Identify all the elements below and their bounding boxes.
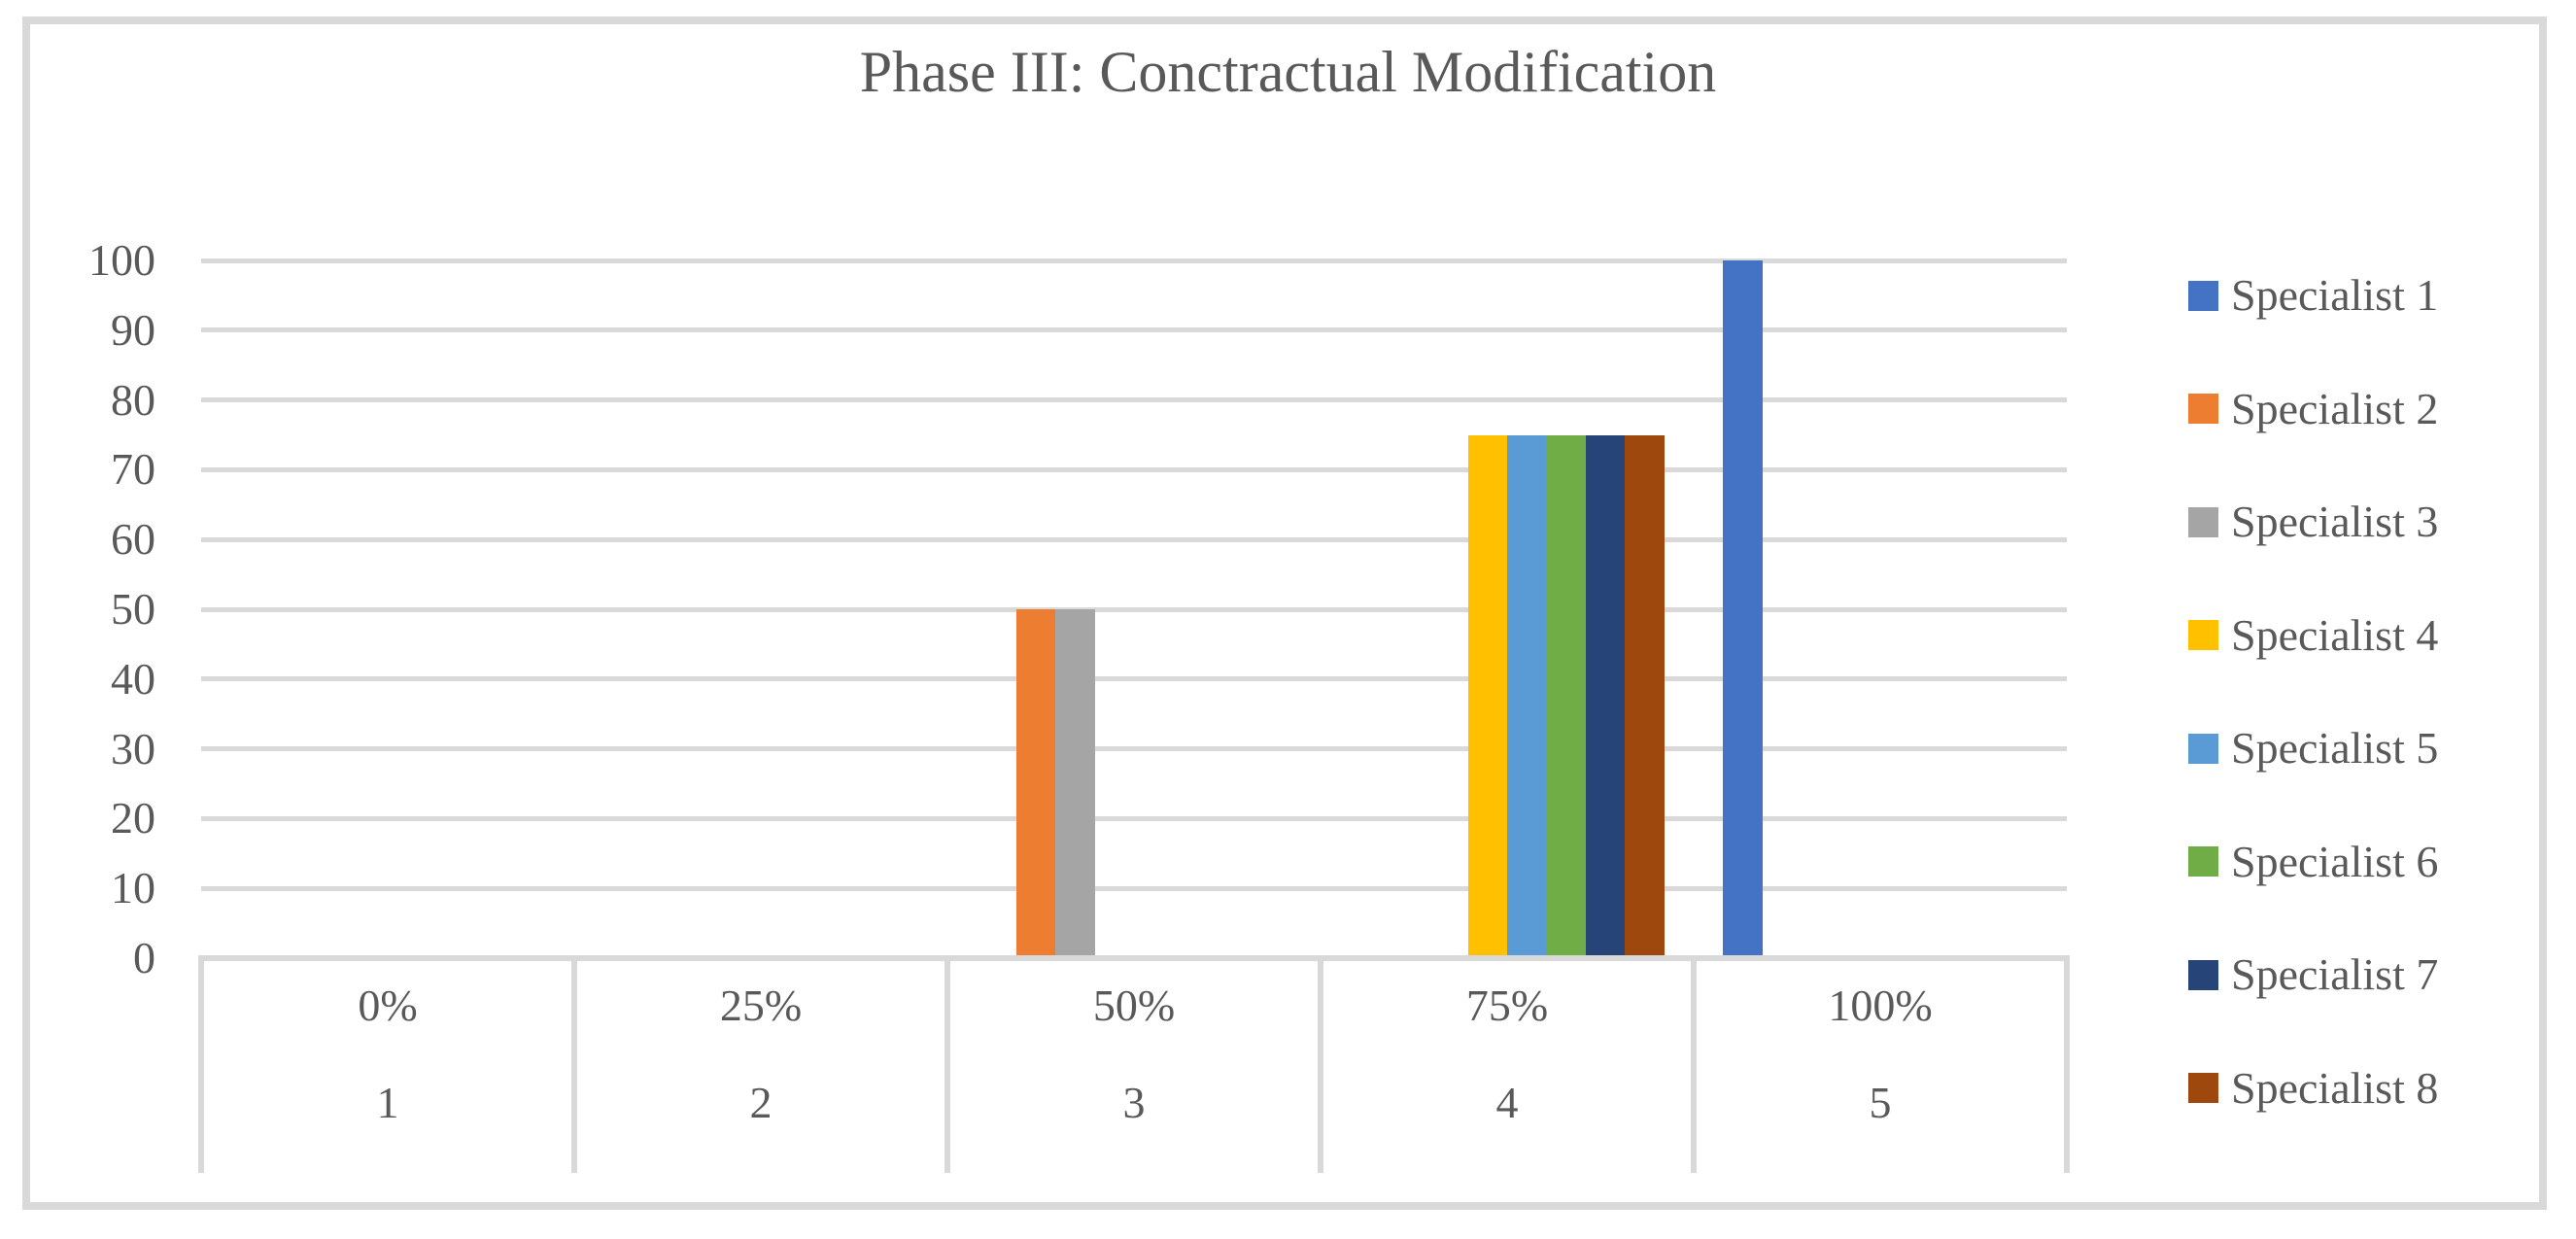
y-axis-label-50: 50 — [111, 584, 155, 634]
y-axis-label-80: 80 — [111, 374, 155, 425]
legend-swatch-specialist-5 — [2188, 733, 2218, 764]
legend-swatch-specialist-2 — [2188, 394, 2218, 424]
gridline-20 — [201, 815, 2067, 821]
x-category-1: 0% 1 — [204, 961, 577, 1173]
y-axis-label-60: 60 — [111, 514, 155, 565]
legend-item-specialist-8: Specialist 8 — [2188, 1062, 2439, 1113]
bar-specialist-3-category-3 — [1055, 609, 1095, 958]
legend-label: Specialist 2 — [2231, 383, 2439, 433]
x-label-percent: 25% — [719, 981, 803, 1030]
gridline-60 — [201, 536, 2067, 542]
y-axis-label-100: 100 — [88, 235, 155, 285]
x-label-percent: 0% — [358, 981, 418, 1030]
legend-item-specialist-2: Specialist 2 — [2188, 383, 2439, 433]
gridline-10 — [201, 885, 2067, 891]
y-axis-label-90: 90 — [111, 304, 155, 355]
x-axis-table: 0% 1 25% 2 50% 3 75% 4 100% 5 — [198, 955, 2070, 1173]
plot-area — [201, 258, 2067, 958]
x-category-2: 25% 2 — [577, 961, 950, 1173]
legend-item-specialist-3: Specialist 3 — [2188, 498, 2438, 546]
y-axis-label-30: 30 — [111, 723, 155, 774]
x-label-number: 4 — [1495, 1078, 1519, 1127]
legend-item-specialist-7: Specialist 7 — [2188, 950, 2438, 999]
x-label-percent: 100% — [1828, 981, 1933, 1030]
legend-swatch-specialist-8 — [2188, 1073, 2218, 1103]
y-axis-label-0: 0 — [133, 933, 155, 982]
legend-item-specialist-4: Specialist 4 — [2188, 609, 2439, 660]
legend-label: Specialist 1 — [2231, 270, 2439, 320]
bar-specialist-2-category-3 — [1015, 609, 1056, 958]
bar-specialist-7-category-4 — [1585, 434, 1626, 958]
gridline-40 — [201, 676, 2067, 682]
gridline-30 — [201, 746, 2067, 752]
x-category-4: 75% 4 — [1323, 961, 1697, 1173]
x-label-percent: 75% — [1465, 981, 1549, 1030]
bar-specialist-6-category-4 — [1546, 434, 1586, 958]
legend-label: Specialist 5 — [2231, 723, 2439, 773]
legend-swatch-specialist-3 — [2188, 506, 2218, 537]
legend-item-specialist-6: Specialist 6 — [2188, 836, 2439, 886]
x-category-5: 100% 5 — [1697, 961, 2070, 1173]
chart-title: Phase III: Conctractual Modification — [859, 40, 1717, 104]
legend-label: Specialist 8 — [2231, 1062, 2439, 1113]
legend-swatch-specialist-4 — [2188, 620, 2218, 650]
y-axis-label-10: 10 — [111, 863, 155, 913]
y-axis-label-40: 40 — [111, 653, 155, 704]
legend-label: Specialist 7 — [2231, 949, 2439, 999]
x-category-3: 50% 3 — [950, 961, 1323, 1173]
legend-item-specialist-5: Specialist 5 — [2188, 724, 2438, 773]
bar-specialist-4-category-4 — [1467, 434, 1507, 958]
chart-border — [22, 17, 2547, 1210]
legend-swatch-specialist-7 — [2188, 959, 2218, 990]
gridline-50 — [201, 606, 2067, 612]
x-label-number: 3 — [1122, 1078, 1146, 1127]
gridline-100 — [201, 258, 2067, 263]
legend-label: Specialist 3 — [2231, 497, 2439, 546]
bar-specialist-8-category-4 — [1625, 434, 1665, 958]
legend-swatch-specialist-6 — [2188, 846, 2218, 877]
x-label-percent: 50% — [1092, 981, 1176, 1030]
gridline-90 — [201, 327, 2067, 333]
x-label-number: 2 — [749, 1078, 773, 1127]
legend-label: Specialist 4 — [2231, 609, 2439, 660]
legend-swatch-specialist-1 — [2188, 280, 2218, 311]
legend-item-specialist-1: Specialist 1 — [2188, 271, 2438, 320]
x-label-number: 1 — [376, 1078, 399, 1127]
bar-specialist-5-category-4 — [1507, 434, 1547, 958]
gridline-70 — [201, 466, 2067, 472]
gridline-80 — [201, 397, 2067, 403]
x-label-number: 5 — [1869, 1078, 1892, 1127]
y-axis-label-20: 20 — [111, 793, 155, 843]
y-axis-label-70: 70 — [111, 444, 155, 495]
legend-label: Specialist 6 — [2231, 836, 2439, 886]
bar-specialist-1-category-5 — [1723, 260, 1763, 958]
